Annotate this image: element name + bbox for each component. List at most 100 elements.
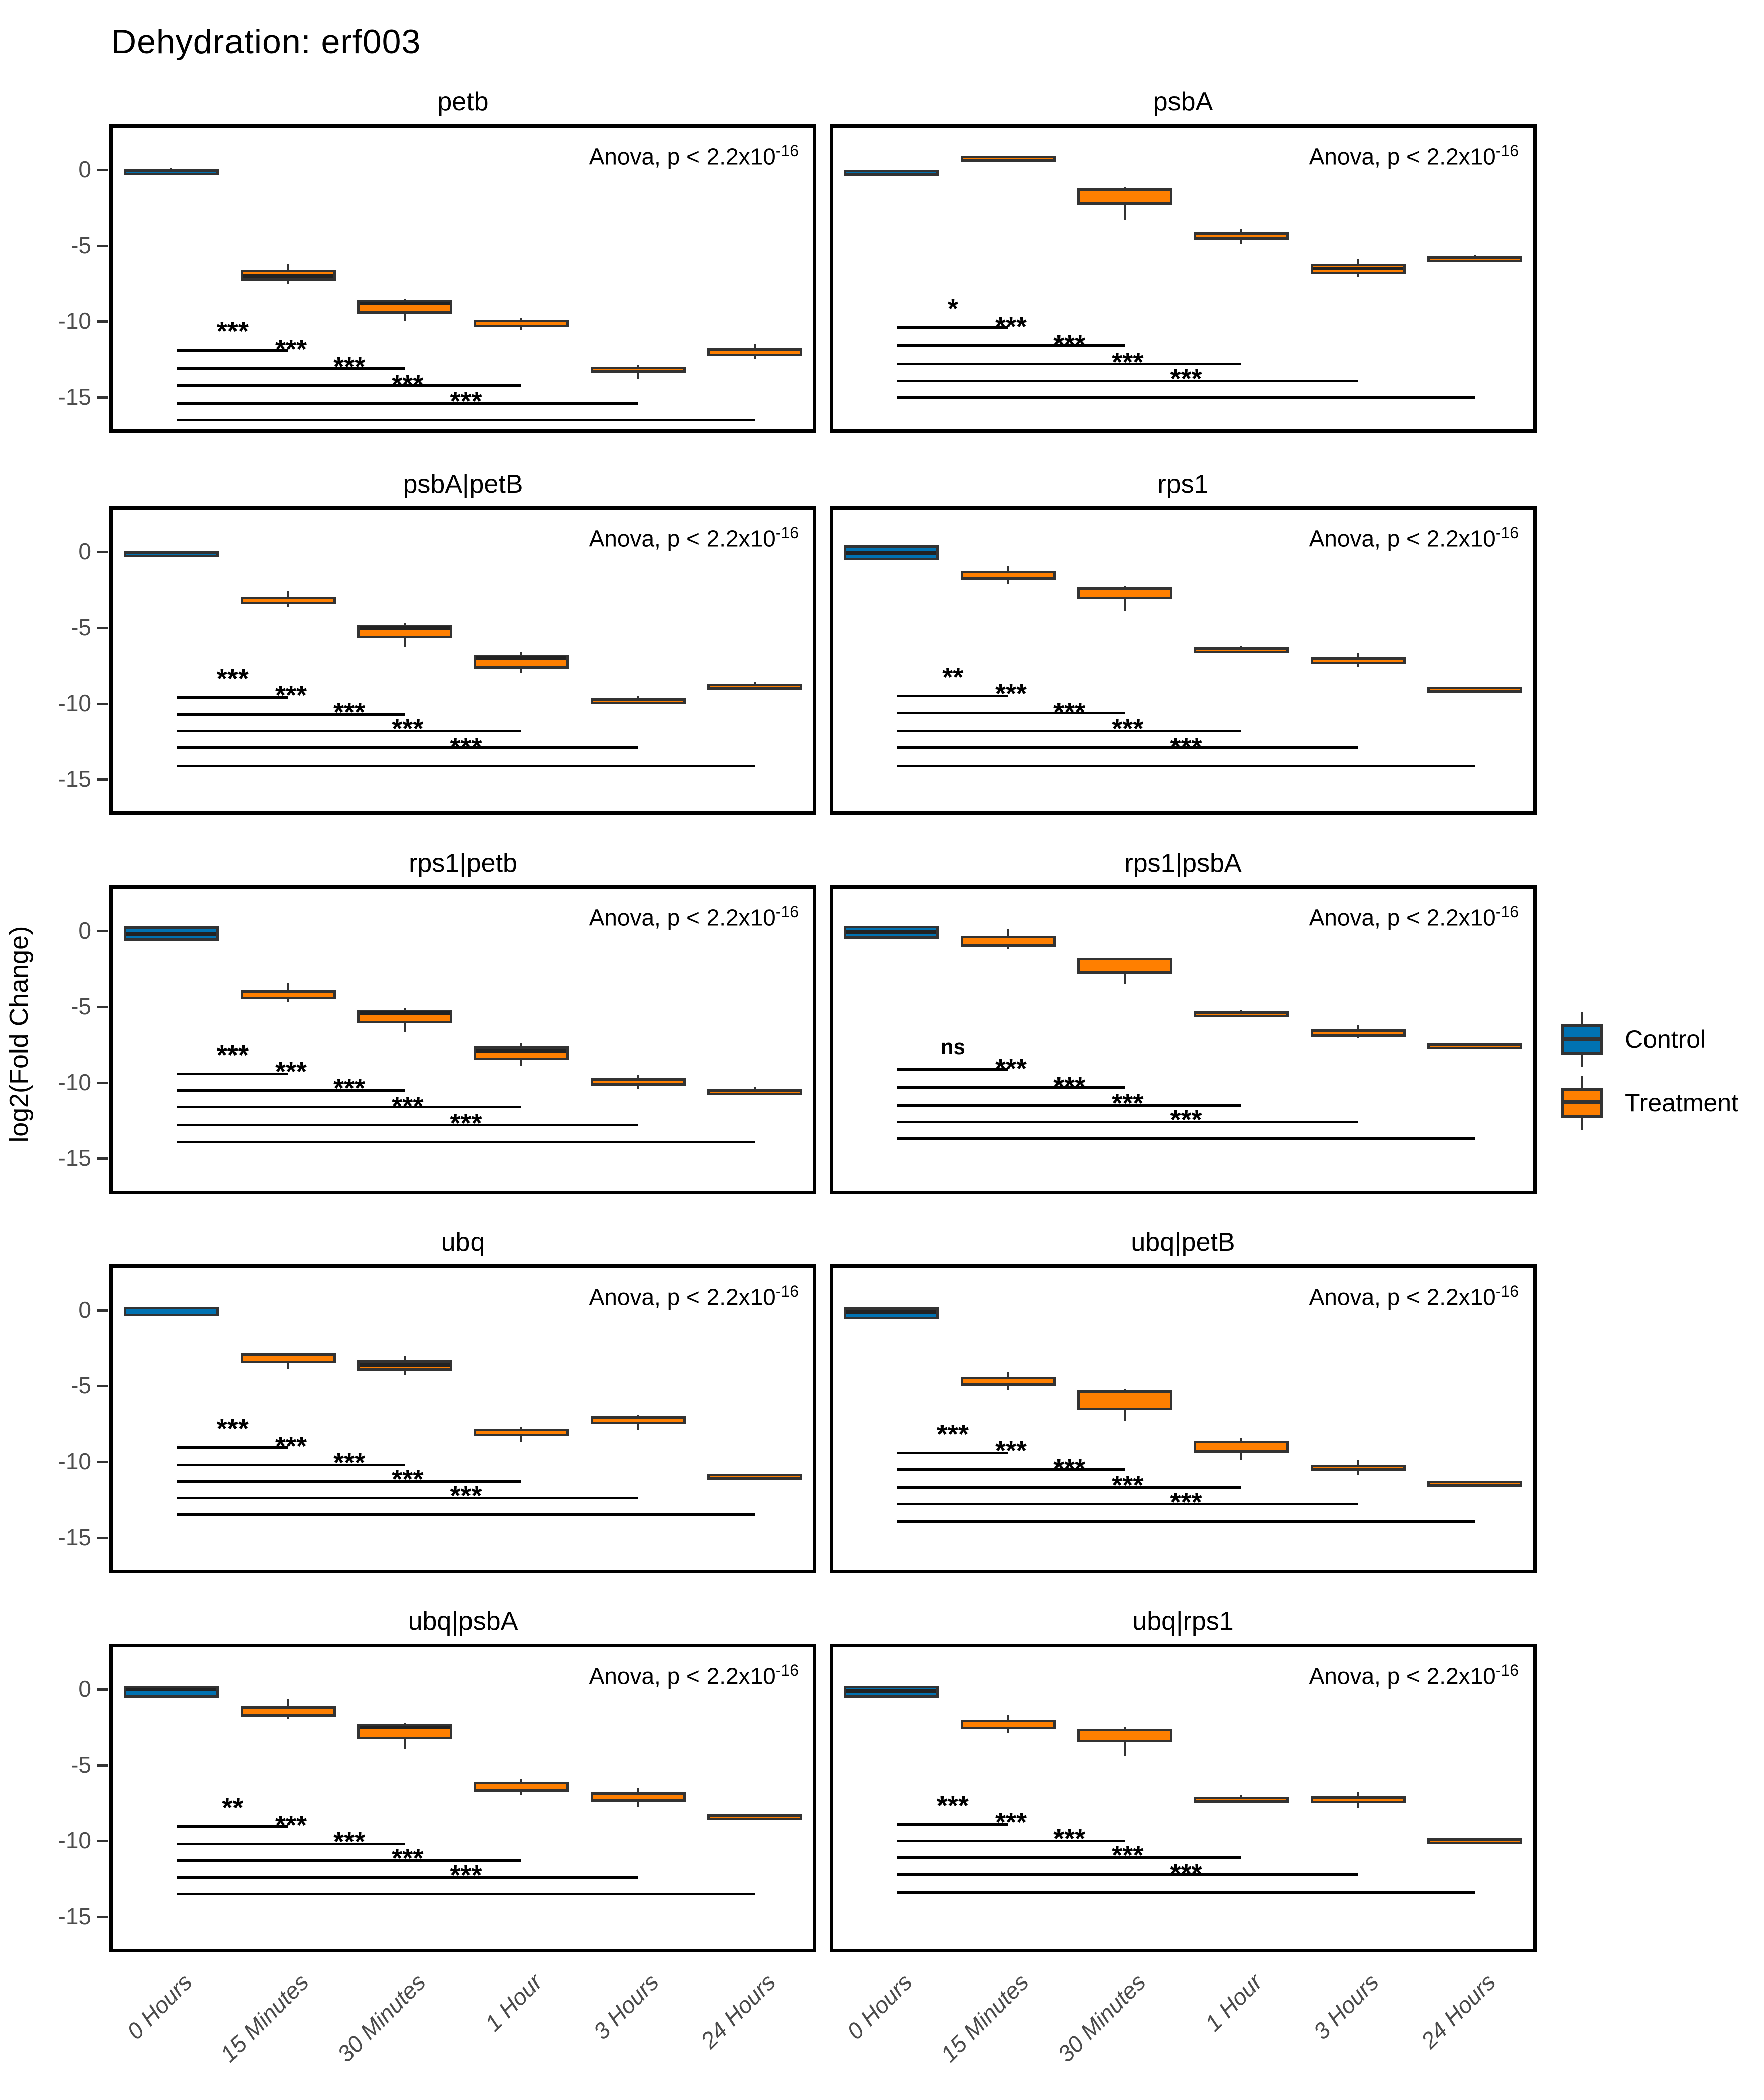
significance-bracket: [177, 1513, 755, 1516]
significance-label: ***: [333, 1448, 366, 1478]
significance-bracket: [897, 1137, 1475, 1140]
whisker-upper: [520, 1427, 523, 1429]
boxplot-treatment-3-hours: [1310, 1796, 1406, 1803]
significance-label: ***: [1112, 1470, 1144, 1501]
x-tick-label: 1 Hour: [1200, 1968, 1267, 2037]
y-tick-label: -5: [71, 1372, 91, 1399]
whisker-lower: [637, 373, 639, 379]
significance-label: ***: [333, 351, 366, 382]
whisker-upper: [520, 652, 523, 655]
y-tick-label: 0: [78, 156, 91, 183]
whisker-lower: [1123, 204, 1126, 220]
significance-label: ***: [450, 1860, 482, 1891]
significance-label: ***: [1053, 1824, 1086, 1854]
median-line: [846, 551, 937, 555]
whisker-lower: [637, 1085, 639, 1090]
x-tick-label: 3 Hours: [1308, 1968, 1384, 2045]
y-tick-label: -10: [58, 1448, 91, 1474]
significance-label: ***: [275, 1810, 307, 1840]
y-tick-mark: [97, 245, 108, 248]
anova-annotation: Anova, p < 2.2x10-16: [1309, 524, 1519, 552]
boxplot-control-0-hours: [124, 1685, 219, 1698]
significance-label: ***: [216, 1039, 249, 1070]
boxplot-treatment-1-hour: [1194, 1011, 1289, 1018]
median-line: [126, 1688, 217, 1692]
whisker-upper: [287, 982, 289, 990]
panel-title: psbA: [1153, 87, 1213, 116]
median-line: [846, 1689, 937, 1693]
significance-label: ***: [392, 1464, 424, 1495]
whisker-lower: [403, 1371, 406, 1376]
boxplot-treatment-1-hour: [1194, 1797, 1289, 1803]
y-tick-mark: [97, 1157, 108, 1160]
legend-label-control: Control: [1625, 1025, 1706, 1054]
significance-label: ***: [392, 1091, 424, 1122]
whisker-upper: [1357, 259, 1359, 264]
significance-bracket: [897, 1503, 1358, 1506]
whisker-upper: [170, 167, 173, 169]
whisker-lower: [1357, 1471, 1359, 1476]
y-tick-label: -10: [58, 689, 91, 716]
boxplot-treatment-24-hours: [707, 683, 802, 690]
y-tick-label: -10: [58, 1827, 91, 1853]
y-tick-label: -5: [71, 232, 91, 259]
significance-bracket: [897, 1086, 1125, 1089]
significance-label: ***: [450, 732, 482, 762]
whisker-upper: [1123, 186, 1126, 188]
anova-annotation: Anova, p < 2.2x10-16: [589, 903, 799, 931]
median-line: [476, 1049, 567, 1053]
whisker-lower: [287, 1363, 289, 1369]
whisker-lower: [1357, 664, 1359, 667]
significance-label: *: [947, 293, 958, 324]
significance-bracket: [897, 1068, 1008, 1071]
boxplot-treatment-24-hours: [707, 1814, 802, 1821]
significance-bracket: [897, 344, 1125, 347]
significance-label: ***: [995, 1435, 1027, 1466]
significance-bracket: [897, 379, 1358, 382]
panel-title: ubq|rps1: [1132, 1607, 1234, 1636]
whisker-lower: [287, 280, 289, 284]
whisker-lower: [287, 999, 289, 1002]
whisker-upper: [1357, 653, 1359, 657]
median-line: [359, 1725, 450, 1729]
panel-rps1: Anova, p < 2.2x10-16 ** *** *** *** ***: [830, 506, 1537, 815]
whisker-upper: [520, 1043, 523, 1046]
significance-bracket: [177, 730, 522, 733]
boxplot-treatment-24-hours: [1427, 256, 1522, 263]
significance-label: ***: [1112, 1840, 1144, 1871]
significance-label: ***: [936, 1419, 969, 1449]
panel-title: petb: [437, 87, 489, 116]
significance-bracket: [897, 1856, 1242, 1859]
y-tick-mark: [97, 551, 108, 554]
significance-bracket: [897, 730, 1242, 733]
y-tick-label: -10: [58, 307, 91, 334]
whisker-lower: [1123, 973, 1126, 984]
significance-bracket: [177, 1140, 755, 1143]
whisker-upper: [403, 1008, 406, 1010]
significance-bracket: [897, 764, 1475, 767]
whisker-lower: [1357, 274, 1359, 278]
significance-bracket: [897, 1823, 1008, 1826]
significance-label: ***: [1170, 1105, 1202, 1135]
boxplot-treatment-15-minutes: [240, 1353, 336, 1363]
y-tick-label: -15: [58, 1903, 91, 1929]
whisker-upper: [753, 1087, 756, 1090]
figure-title: Dehydration: erf003: [111, 23, 421, 61]
whisker-upper: [403, 623, 406, 625]
panel-psbA|petB: Anova, p < 2.2x10-16 *** *** *** *** ***: [109, 506, 816, 815]
whisker-upper: [753, 682, 756, 684]
panel-title: rps1|psbA: [1124, 849, 1242, 878]
x-tick-label: 15 Minutes: [935, 1968, 1034, 2067]
y-tick-label: -15: [58, 1144, 91, 1171]
panel-title: ubq: [441, 1228, 485, 1257]
y-tick-label: -15: [58, 765, 91, 792]
anova-annotation: Anova, p < 2.2x10-16: [589, 1282, 799, 1310]
whisker-lower: [403, 638, 406, 648]
whisker-upper: [637, 365, 639, 367]
significance-bracket: [177, 1446, 288, 1449]
significance-bracket: [177, 1463, 405, 1466]
legend-item-treatment: Treatment: [1561, 1073, 1738, 1133]
significance-label: ***: [275, 1431, 307, 1461]
significance-bracket: [897, 363, 1242, 366]
